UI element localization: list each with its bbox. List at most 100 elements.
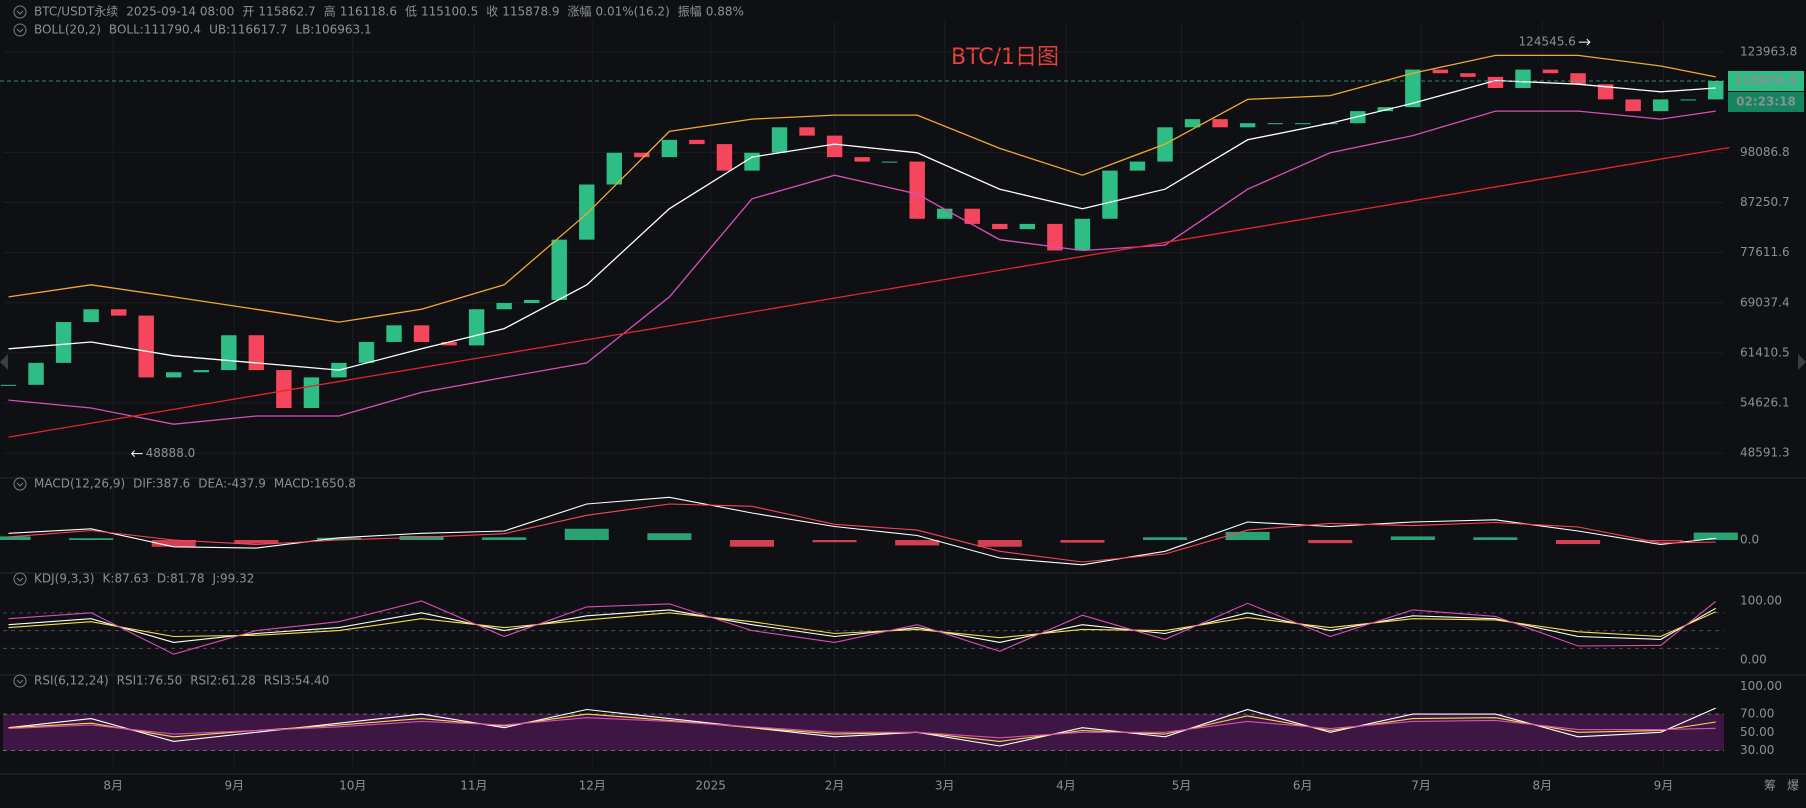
y-tick-label: 87250.7 [1740, 195, 1790, 209]
candle [634, 152, 650, 158]
low-arrow [130, 450, 143, 457]
indicator-legend: RSI2:61.28 [190, 674, 256, 688]
macd-bar [1638, 540, 1683, 542]
left-scroll-handle[interactable] [0, 354, 8, 370]
candle [881, 161, 898, 163]
y-tick-label: 70.00 [1740, 707, 1774, 721]
axis-side-label: 筹 [1764, 779, 1776, 793]
y-tick-label: 69037.4 [1740, 295, 1790, 309]
indicator-legend: UB:116617.7 [209, 23, 287, 37]
candle [413, 325, 430, 342]
header-item: 2025-09-14 08:00 [126, 5, 234, 19]
candle [551, 239, 567, 300]
chart-title: BTC/1日图 [951, 45, 1059, 70]
macd-bar [812, 540, 857, 543]
candle [1377, 107, 1394, 112]
y-tick-label: 54626.1 [1740, 396, 1790, 410]
candle [1212, 119, 1228, 128]
macd-bar [1308, 540, 1353, 544]
macd-bar [1060, 540, 1105, 543]
macd-bar [647, 533, 692, 540]
macd-line [8, 503, 1716, 563]
macd-bar [895, 540, 940, 546]
y-tick-label: 48591.3 [1740, 446, 1790, 460]
macd-bar [564, 528, 609, 540]
candle [1542, 69, 1559, 74]
boll-line [8, 79, 1716, 371]
candle [826, 135, 843, 158]
header-item: 115878.9 [502, 5, 559, 19]
indicator-legend: D:81.78 [157, 572, 205, 586]
indicator-legend: RSI(6,12,24) [34, 674, 109, 688]
high-label: 124545.6 [1519, 35, 1576, 49]
right-scroll-handle[interactable] [1798, 354, 1806, 370]
candle [661, 139, 678, 158]
x-tick-label: 9月 [224, 779, 244, 793]
candle [1597, 84, 1614, 100]
boll-line [8, 54, 1716, 323]
header-item: 116118.6 [340, 5, 397, 19]
macd-bar [234, 540, 279, 544]
y-tick-label: 100.00 [1740, 593, 1782, 607]
x-tick-label: 3月 [935, 779, 955, 793]
indicator-legend: RSI1:76.50 [117, 674, 183, 688]
candle [1102, 170, 1118, 219]
macd-bar [729, 540, 775, 547]
candle [606, 152, 623, 185]
candle [716, 144, 733, 171]
indicator-line [8, 600, 1717, 655]
x-tick-label: 12月 [579, 779, 606, 793]
candle [441, 341, 457, 346]
x-tick-label: 2025 [695, 779, 726, 793]
candle [689, 139, 705, 145]
y-tick-label: 0.0 [1740, 533, 1759, 547]
candle [771, 127, 788, 153]
candle [523, 299, 540, 304]
trend-line [8, 146, 1730, 438]
candle [1708, 80, 1724, 100]
candle [1515, 69, 1531, 88]
x-tick-label: 6月 [1293, 779, 1313, 793]
candle [193, 370, 209, 373]
header-item: 涨幅 [568, 4, 592, 19]
candle [1432, 69, 1449, 74]
candle [992, 223, 1008, 230]
candle [28, 362, 44, 385]
indicator-legend: LB:106963.1 [295, 23, 371, 37]
candle [1019, 223, 1036, 230]
macd-bar [399, 535, 444, 540]
collapse-icons[interactable] [13, 5, 27, 688]
y-tick-label: 77611.6 [1740, 245, 1790, 259]
candle [83, 309, 99, 323]
candle [1405, 69, 1421, 108]
candle [248, 335, 265, 371]
indicator-line [8, 713, 1716, 742]
macd-bar [1142, 537, 1188, 540]
indicator-legend: KDJ(9,3,3) [34, 572, 95, 586]
macd-bar [1225, 531, 1270, 540]
macd-bar [1473, 537, 1518, 540]
macd-bar [1556, 540, 1601, 545]
candle [1652, 99, 1669, 112]
header-item: 115100.5 [421, 5, 478, 19]
candle [1460, 73, 1476, 77]
indicator-line [8, 611, 1716, 639]
candle [1239, 123, 1256, 128]
x-tick-label: 2月 [825, 779, 845, 793]
countdown-box [1728, 91, 1804, 112]
indicator-legend: DEA:-437.9 [198, 477, 266, 491]
candle [744, 152, 760, 171]
indicator-legend: J:99.32 [211, 572, 254, 586]
header-item: 0.01%(16.2) [596, 5, 670, 19]
axis-side-label: 爆 [1787, 779, 1799, 793]
y-tick-label: 100.00 [1740, 679, 1782, 693]
header-item: 振幅 [678, 4, 702, 19]
candle [1184, 119, 1201, 128]
candle [358, 341, 375, 363]
indicator-legend: MACD(12,26,9) [34, 477, 125, 491]
candle [1074, 218, 1091, 251]
y-tick-label: 50.00 [1740, 725, 1774, 739]
candle [386, 325, 402, 342]
indicator-legend: BOLL(20,2) [34, 23, 101, 37]
